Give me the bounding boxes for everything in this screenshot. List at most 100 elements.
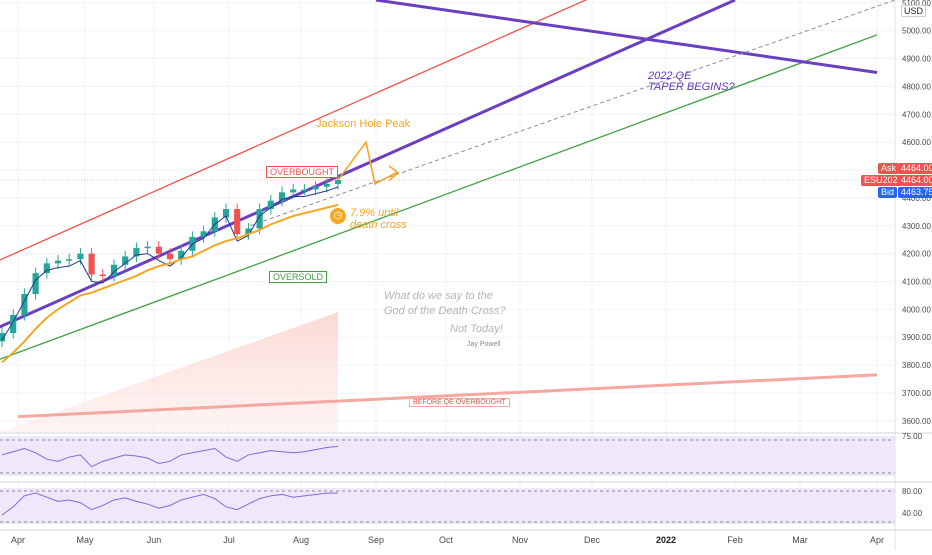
y-tick-label: 3800.00: [902, 361, 931, 370]
candle-body: [32, 273, 39, 295]
y-tick-label: 4900.00: [902, 55, 931, 64]
bid-label: Bid: [878, 187, 898, 198]
candle-body: [10, 314, 17, 334]
pink-wedge: [0, 312, 338, 432]
x-tick-label: Jul: [223, 535, 235, 545]
drawings: [337, 140, 400, 186]
quote-line1: What do we say to the: [384, 290, 493, 302]
stoch-tick-label: 80.00: [902, 487, 923, 496]
quote-line3: Not Today!: [450, 323, 503, 335]
y-tick-label: 4700.00: [902, 110, 931, 119]
candle-body: [334, 180, 342, 184]
indicator-panes: [0, 436, 895, 524]
currency-badge[interactable]: USD: [901, 5, 927, 17]
candle-body: [312, 186, 319, 190]
trend-green-lower-channel: [0, 34, 878, 360]
qe-taper-line1: 2022 QE: [648, 70, 692, 82]
x-tick-label: Aug: [293, 535, 309, 545]
x-tick-label: Oct: [439, 535, 454, 545]
candlesticks: [0, 174, 342, 347]
symbol-value: 4464.00: [898, 175, 932, 186]
grid: [0, 0, 895, 530]
death-cross-line2: death cross: [350, 219, 407, 231]
x-tick-label: 2022: [656, 535, 676, 545]
y-tick-label: 5100.00: [902, 0, 931, 8]
x-tick-label: Apr: [11, 535, 25, 545]
jackson-path: [337, 140, 397, 186]
candle-body: [110, 264, 118, 276]
stoch-line: [1, 492, 338, 516]
death-cross-line1: 7.9% until: [350, 207, 399, 219]
x-tick-label: May: [76, 535, 94, 545]
candle-body: [290, 189, 297, 193]
trend-red-upper-channel: [0, 0, 588, 261]
candle-body: [77, 253, 84, 260]
moving-averages: [1, 186, 339, 364]
x-tick-label: Sep: [368, 535, 384, 545]
candle-body: [278, 192, 286, 201]
candle-body: [99, 274, 106, 277]
jackson-hole-label: Jackson Hole Peak: [316, 118, 411, 130]
overbought-label: OVERBOUGHT: [266, 166, 339, 178]
y-tick-label: 4600.00: [902, 138, 931, 147]
rsi-pane-bg: [0, 436, 895, 476]
candle-body: [178, 250, 185, 260]
x-tick-label: Feb: [727, 535, 743, 545]
y-tick-label: 4000.00: [902, 305, 931, 314]
candle-body: [88, 253, 95, 275]
rsi-line: [1, 445, 339, 468]
rsi-tick-label: 75.00: [902, 432, 923, 441]
qe-taper-line2: TAPER BEGINS?: [648, 81, 735, 93]
y-tick-label: 3700.00: [902, 389, 931, 398]
x-tick-label: Mar: [792, 535, 808, 545]
quote-author: Jay Powell: [467, 341, 501, 348]
shaded-wedge: [0, 312, 338, 432]
candle-body: [133, 248, 140, 257]
y-tick-label: 3900.00: [902, 333, 931, 342]
trend-purple-trendline: [0, 0, 736, 329]
before-qe-label: BEFORE QE OVERBOUGHT: [409, 398, 510, 407]
y-tick-label: 3600.00: [902, 417, 931, 426]
x-tick-label: Apr: [870, 535, 884, 545]
candle-body: [234, 209, 241, 235]
stoch-tick-label: 40.00: [902, 509, 923, 518]
candle-body: [166, 253, 174, 260]
oversold-label: OVERSOLD: [269, 271, 328, 283]
trend-before-qe-overbought: [17, 373, 878, 419]
candle-body: [200, 231, 207, 237]
x-tick-label: Dec: [584, 535, 601, 545]
ma-slow-line: [1, 203, 339, 364]
candle-body: [122, 256, 129, 265]
trend-lines: [0, 0, 896, 419]
clock-icon: ◷: [330, 208, 346, 224]
trend-purple-falling-line: [375, 0, 878, 74]
quote-line2: God of the Death Cross?: [384, 305, 506, 317]
candle-body: [54, 260, 62, 264]
candle-body: [21, 294, 28, 315]
stoch-pane-bg: [0, 488, 895, 524]
x-tick-label: Nov: [512, 535, 529, 545]
y-tick-label: 4400.00: [902, 194, 931, 203]
candle-body: [0, 333, 6, 342]
candle-body: [222, 209, 230, 218]
symbol-tag: ESU2021: [861, 175, 906, 186]
y-tick-label: 4300.00: [902, 222, 931, 231]
jackson-arrowhead: [388, 165, 400, 182]
ask-label: Ask: [878, 163, 900, 174]
candle-body: [301, 189, 308, 192]
candle-body: [43, 263, 50, 274]
y-tick-label: 5000.00: [902, 27, 931, 36]
dashed-midline: [249, 0, 896, 227]
candle-body: [66, 259, 73, 261]
candle-body: [245, 228, 252, 235]
bid-value: 4463.75: [898, 187, 932, 198]
candle-body: [323, 183, 330, 187]
y-tick-label: 4100.00: [902, 277, 931, 286]
candle-body: [144, 246, 151, 249]
candle-body: [267, 200, 274, 210]
candle-body: [256, 209, 263, 229]
x-tick-label: Jun: [147, 535, 162, 545]
